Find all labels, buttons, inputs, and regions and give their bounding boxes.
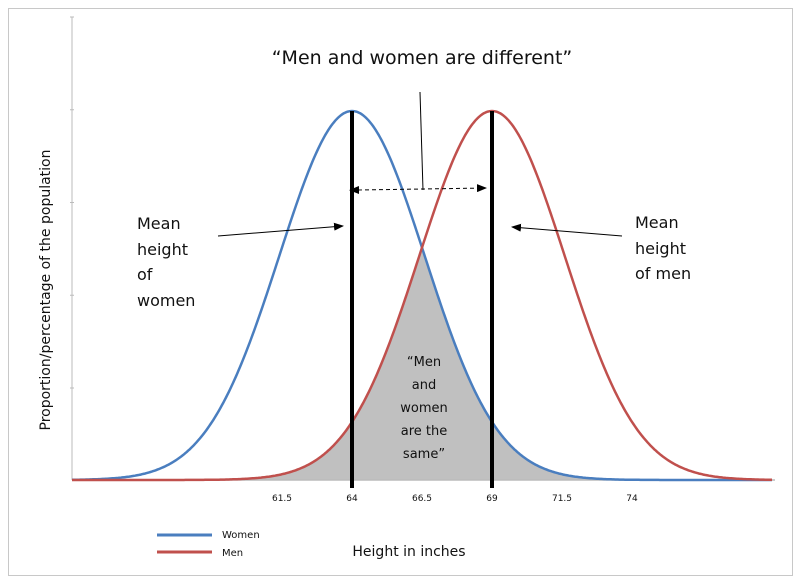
- legend-label-women: Women: [222, 530, 260, 541]
- svg-text:and: and: [412, 378, 436, 393]
- svg-text:women: women: [400, 401, 448, 416]
- overlap-area: [72, 247, 772, 480]
- svg-text:height: height: [635, 239, 686, 258]
- annotation-overlap: “Men and women are the same”: [400, 355, 448, 462]
- x-tick-label: 69: [486, 494, 498, 504]
- legend: Women Men: [157, 530, 260, 559]
- series-line-men: [72, 109, 772, 482]
- svg-text:are the: are the: [401, 424, 448, 439]
- svg-text:women: women: [137, 291, 195, 310]
- x-tick-label: 71.5: [552, 494, 572, 504]
- svg-text:of men: of men: [635, 264, 691, 283]
- x-tick-label: 74: [626, 494, 638, 504]
- y-axis-label: Proportion/percentage of the population: [38, 150, 54, 431]
- x-axis-label: Height in inches: [352, 544, 465, 560]
- annotation-mean-men: Mean height of men: [635, 213, 691, 283]
- figure-frame: [8, 8, 793, 576]
- x-tick-label: 66.5: [412, 494, 432, 504]
- svg-text:“Men: “Men: [407, 355, 441, 370]
- difference-arrow: [349, 184, 487, 194]
- chart-title: “Men and women are different”: [272, 47, 573, 69]
- svg-text:Mean: Mean: [635, 213, 679, 232]
- svg-text:of: of: [137, 265, 153, 284]
- svg-text:height: height: [137, 240, 188, 259]
- x-tick-label: 64: [346, 494, 358, 504]
- x-tick-label: 61.5: [272, 494, 292, 504]
- svg-text:same”: same”: [403, 447, 445, 462]
- svg-text:Mean: Mean: [137, 214, 181, 233]
- legend-label-men: Men: [222, 548, 243, 559]
- women-mean-arrow: [217, 222, 344, 237]
- men-mean-arrow: [511, 223, 623, 237]
- title-pointer: [419, 91, 424, 191]
- annotation-mean-women: Mean height of women: [137, 214, 195, 310]
